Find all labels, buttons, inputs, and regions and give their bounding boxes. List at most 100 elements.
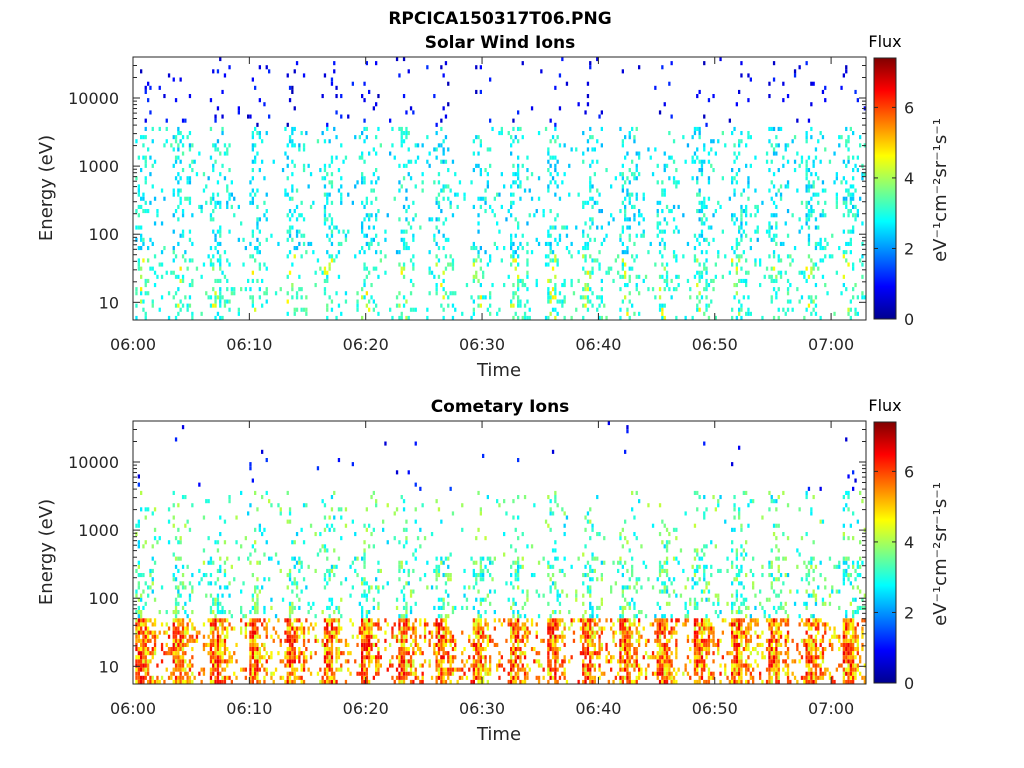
heatmap-cell bbox=[389, 659, 392, 664]
heatmap-cell bbox=[261, 303, 264, 308]
heatmap-cell bbox=[591, 523, 594, 528]
heatmap-cell bbox=[216, 258, 220, 263]
heatmap-cell bbox=[486, 671, 489, 676]
heatmap-cell bbox=[845, 180, 848, 185]
heatmap-cell bbox=[754, 213, 757, 218]
heatmap-cell bbox=[151, 577, 154, 582]
heatmap-cell bbox=[358, 626, 361, 631]
heatmap-cell bbox=[212, 655, 215, 660]
heatmap-cell bbox=[791, 307, 794, 312]
heatmap-cell bbox=[140, 642, 143, 647]
heatmap-cell bbox=[326, 679, 329, 684]
heatmap-cell bbox=[472, 638, 475, 643]
heatmap-cell bbox=[279, 675, 282, 680]
heatmap-cell bbox=[219, 295, 222, 300]
heatmap-cell bbox=[272, 671, 275, 676]
heatmap-cell bbox=[447, 675, 450, 680]
heatmap-cell bbox=[295, 307, 299, 312]
heatmap-cell bbox=[214, 659, 217, 664]
heatmap-cell bbox=[323, 667, 327, 672]
heatmap-cell bbox=[454, 667, 457, 672]
heatmap-cell bbox=[400, 663, 403, 668]
heatmap-cell bbox=[251, 159, 254, 164]
heatmap-cell bbox=[158, 536, 161, 541]
heatmap-cell bbox=[684, 159, 687, 164]
heatmap-cell bbox=[214, 295, 217, 300]
heatmap-cell bbox=[219, 601, 222, 606]
heatmap-cell bbox=[526, 675, 529, 680]
heatmap-cell bbox=[384, 638, 387, 643]
heatmap-cell bbox=[184, 118, 187, 123]
heatmap-cell bbox=[582, 626, 585, 631]
heatmap-cell bbox=[423, 618, 427, 623]
heatmap-cell bbox=[337, 638, 341, 643]
heatmap-cell bbox=[177, 642, 180, 647]
heatmap-cell bbox=[402, 544, 406, 549]
heatmap-cell bbox=[258, 655, 261, 660]
heatmap-cell bbox=[414, 213, 417, 218]
heatmap-cell bbox=[340, 200, 343, 205]
heatmap-cell bbox=[372, 147, 375, 152]
heatmap-cell bbox=[863, 295, 866, 300]
heatmap-cell bbox=[226, 675, 229, 680]
heatmap-cell bbox=[249, 552, 252, 557]
heatmap-cell bbox=[598, 262, 601, 267]
heatmap-cell bbox=[330, 597, 334, 602]
heatmap-cell bbox=[624, 274, 627, 279]
heatmap-cell bbox=[140, 610, 143, 615]
heatmap-cell bbox=[638, 638, 641, 643]
heatmap-cell bbox=[209, 667, 213, 672]
heatmap-cell bbox=[628, 217, 631, 222]
heatmap-cell bbox=[584, 295, 587, 300]
heatmap-cell bbox=[291, 667, 294, 672]
heatmap-cell bbox=[314, 614, 317, 619]
heatmap-cell bbox=[286, 626, 289, 631]
heatmap-cell bbox=[551, 287, 555, 292]
heatmap-cell bbox=[731, 168, 734, 173]
heatmap-cell bbox=[577, 618, 580, 623]
heatmap-cell bbox=[463, 647, 466, 652]
heatmap-cell bbox=[242, 614, 245, 619]
heatmap-cell bbox=[633, 311, 636, 316]
heatmap-cell bbox=[510, 651, 513, 656]
heatmap-cell bbox=[291, 581, 294, 586]
heatmap-cell bbox=[286, 311, 289, 316]
heatmap-cell bbox=[556, 135, 559, 140]
heatmap-cell bbox=[428, 270, 431, 275]
heatmap-cell bbox=[375, 151, 378, 156]
heatmap-cell bbox=[807, 225, 811, 230]
solar-wind-panel: Solar Wind Ions 06:00 06:10 06:20 06:30 06:4… bbox=[36, 32, 951, 381]
heatmap-cell bbox=[810, 196, 813, 201]
heatmap-cell bbox=[263, 605, 266, 610]
heatmap-cell bbox=[170, 671, 173, 676]
heatmap-cell bbox=[407, 131, 410, 136]
heatmap-cell bbox=[400, 229, 403, 234]
heatmap-cell bbox=[842, 254, 845, 259]
heatmap-cell bbox=[731, 213, 734, 218]
heatmap-cell bbox=[533, 573, 536, 578]
heatmap-cell bbox=[812, 274, 815, 279]
heatmap-cell bbox=[323, 515, 327, 520]
heatmap-cell bbox=[800, 159, 804, 164]
heatmap-cell bbox=[181, 622, 185, 627]
heatmap-cell bbox=[363, 634, 366, 639]
heatmap-cell bbox=[484, 647, 487, 652]
heatmap-cell bbox=[363, 233, 366, 238]
heatmap-cell bbox=[442, 188, 445, 193]
heatmap-cell bbox=[398, 564, 401, 569]
heatmap-cell bbox=[147, 638, 150, 643]
heatmap-cell bbox=[461, 503, 464, 508]
heatmap-cell bbox=[619, 659, 622, 664]
heatmap-cell bbox=[728, 118, 731, 123]
heatmap-cell bbox=[293, 659, 296, 664]
heatmap-cell bbox=[805, 172, 808, 177]
heatmap-cell bbox=[426, 315, 429, 320]
heatmap-cell bbox=[167, 675, 171, 680]
heatmap-cell bbox=[523, 303, 527, 308]
heatmap-cell bbox=[181, 118, 185, 123]
heatmap-cell bbox=[733, 176, 736, 181]
heatmap-cell bbox=[326, 274, 329, 279]
heatmap-cell bbox=[554, 307, 557, 312]
heatmap-cell bbox=[807, 217, 811, 222]
heatmap-cell bbox=[361, 221, 364, 226]
